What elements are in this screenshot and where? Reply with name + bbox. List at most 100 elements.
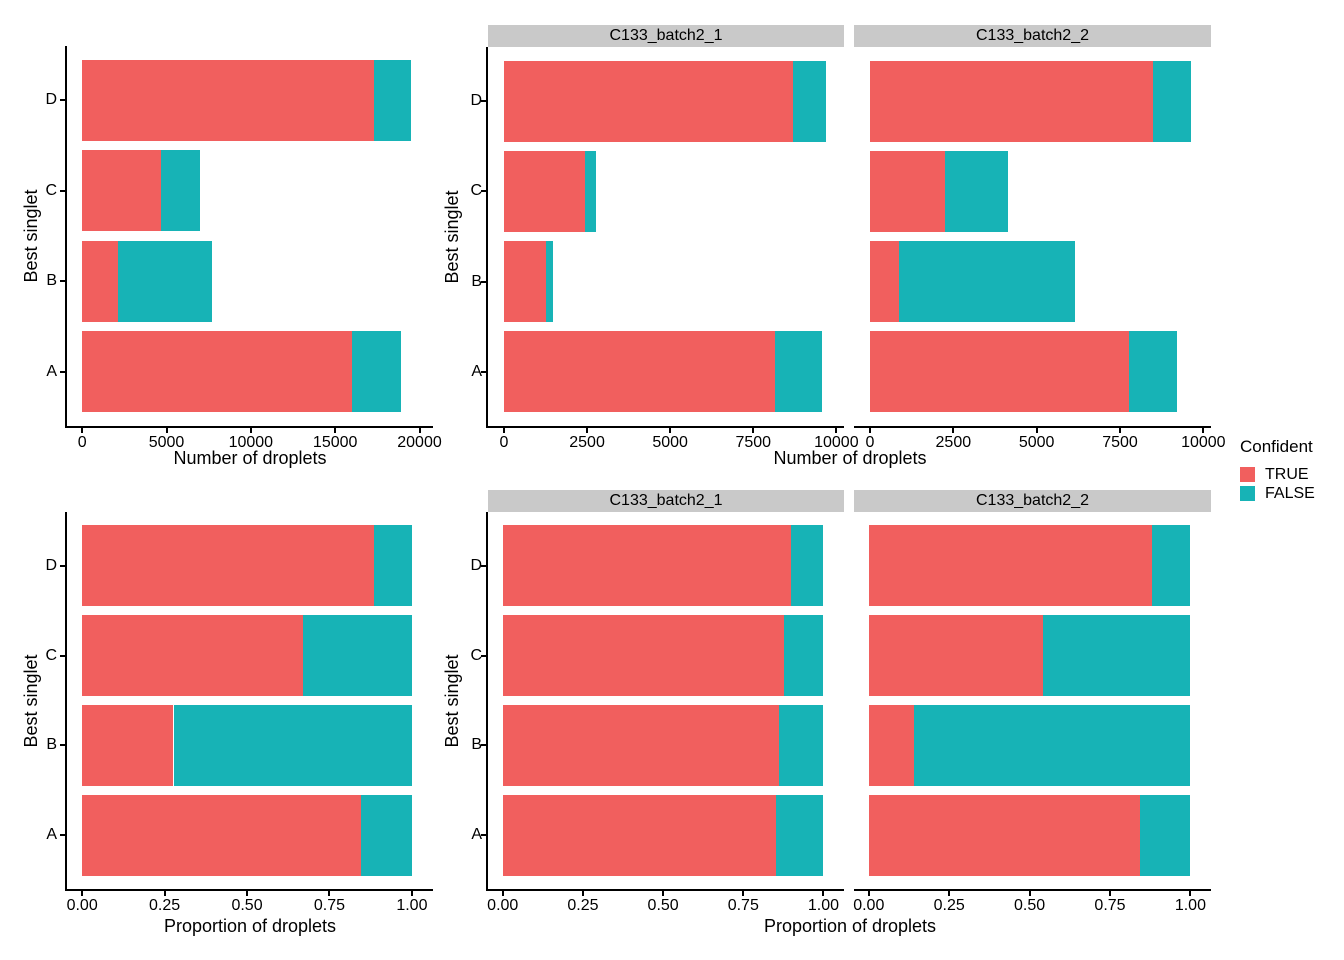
bar-segment-false [945, 150, 1009, 232]
x-tick [1119, 428, 1121, 433]
y-tick [60, 834, 65, 837]
bar-segment-true [82, 615, 304, 696]
bar-segment-true [868, 794, 1140, 876]
y-tick [60, 99, 65, 102]
bar-segment-true [503, 150, 586, 232]
x-tick [662, 891, 665, 896]
x-tick [835, 428, 838, 433]
bar-segment-false [898, 241, 1075, 323]
x-axis-line [486, 889, 844, 891]
bar-segment-false [913, 704, 1191, 786]
x-tick-label: 0.75 [313, 897, 346, 914]
x-axis-title: Number of droplets [773, 448, 927, 468]
x-tick [246, 891, 249, 896]
x-tick-label: 10000 [1181, 434, 1226, 451]
bar-segment-false [775, 794, 824, 876]
bar-segment-true [868, 704, 914, 786]
bar-segment-true [868, 525, 1153, 607]
x-tick [334, 428, 337, 433]
x-tick [869, 428, 871, 433]
x-tick-label: 2500 [935, 434, 972, 451]
y-axis-title: Best singlet [442, 653, 462, 748]
x-tick [418, 428, 421, 433]
bar-segment-false [778, 704, 824, 786]
x-axis-title: Proportion of droplets [763, 916, 937, 936]
y-tick [60, 654, 65, 657]
y-axis-line [486, 512, 488, 891]
x-tick [581, 891, 584, 896]
legend-title: Confident [1240, 437, 1313, 456]
bar-segment-false [361, 794, 412, 876]
y-axis-line [486, 47, 488, 428]
x-tick [501, 891, 504, 896]
x-tick [669, 428, 672, 433]
category-label: D [45, 91, 57, 109]
x-axis-line [854, 889, 1211, 891]
y-axis-title: Best singlet [442, 189, 462, 284]
y-axis-line [65, 46, 67, 428]
legend-swatch-false-icon [1240, 486, 1255, 501]
bar-segment-false [1043, 615, 1191, 696]
y-tick [60, 189, 65, 192]
x-tick-label: 0 [865, 434, 875, 451]
legend-label-false: FALSE [1265, 484, 1315, 502]
x-tick [410, 891, 413, 896]
bar-segment-false [546, 241, 554, 323]
x-tick [328, 891, 331, 896]
y-axis-title: Best singlet [21, 653, 41, 748]
x-tick [163, 891, 166, 896]
x-tick-label: 0.75 [1094, 897, 1126, 914]
bar-segment-false [1152, 525, 1191, 607]
x-tick-label: 7500 [1102, 434, 1138, 451]
x-axis-line [65, 426, 433, 428]
x-tick-label: 0.75 [727, 897, 759, 914]
legend: Confident TRUE FALSE [1240, 437, 1315, 503]
x-tick [952, 428, 955, 433]
bar-segment-true [502, 704, 779, 786]
facet-strip: C133_batch2_1 [488, 490, 844, 512]
bar-segment-false [790, 525, 824, 607]
x-axis-title: Number of droplets [173, 448, 327, 468]
bar-segment-false [352, 331, 401, 413]
bar-segment-true [503, 331, 775, 413]
y-tick [481, 744, 486, 747]
x-tick [81, 891, 84, 896]
y-tick [60, 564, 65, 567]
legend-swatch-true-icon [1240, 467, 1255, 482]
bar-segment-false [793, 60, 827, 142]
x-tick-label: 5000 [148, 434, 185, 451]
bar-segment-false [373, 59, 412, 141]
category-label: C [470, 646, 482, 664]
y-tick [60, 744, 65, 747]
x-tick [586, 428, 589, 433]
bar-segment-false [585, 150, 597, 232]
category-label: C [470, 182, 482, 200]
y-tick [481, 834, 486, 837]
x-tick [867, 891, 870, 896]
x-tick [1189, 891, 1192, 896]
category-label: B [46, 736, 57, 754]
bar-segment-false [173, 704, 412, 786]
category-label: A [46, 826, 57, 844]
bar-segment-true [502, 615, 785, 696]
x-tick-label: 0.25 [933, 897, 965, 914]
x-tick-label: 0.50 [1014, 897, 1046, 914]
bar-segment-true [868, 615, 1044, 696]
facet-strip: C133_batch2_2 [854, 490, 1211, 512]
category-label: C [45, 646, 57, 664]
bar-segment-true [82, 794, 362, 876]
x-tick-label: 20000 [397, 434, 442, 451]
y-axis-line [65, 512, 67, 891]
y-tick [481, 370, 486, 373]
x-tick [948, 891, 951, 896]
legend-label-true: TRUE [1265, 465, 1309, 483]
category-label: D [470, 556, 482, 574]
x-tick [752, 428, 755, 433]
x-tick-label: 15000 [312, 434, 358, 451]
x-tick-label: 10000 [228, 434, 274, 451]
facet-strip-label: C133_batch2_2 [976, 27, 1089, 44]
facet-strip: C133_batch2_1 [488, 25, 844, 47]
x-tick-label: 2500 [569, 434, 605, 451]
legend-item-false: FALSE [1240, 484, 1315, 503]
bar-segment-true [82, 240, 119, 322]
